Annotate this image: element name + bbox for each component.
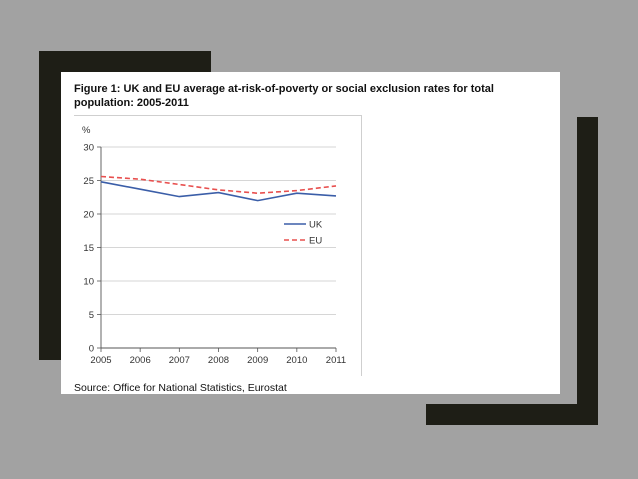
- y-tick-label: 5: [89, 310, 94, 321]
- series-line-eu: [100, 175, 337, 195]
- figure-source: Source: Office for National Statistics, …: [74, 382, 287, 394]
- legend-label-uk: UK: [309, 220, 323, 231]
- frame-bar-top-left-vertical: [39, 51, 61, 360]
- x-tick-label: 2009: [247, 355, 268, 366]
- frame-bar-bottom-right-horizontal: [426, 404, 598, 425]
- x-tick-label: 2007: [169, 355, 190, 366]
- figure-card: Figure 1: UK and EU average at-risk-of-p…: [61, 72, 560, 394]
- x-tick-label: 2010: [286, 355, 307, 366]
- y-tick-label: 30: [83, 143, 94, 154]
- y-tick-label: 20: [83, 210, 94, 221]
- series-line-uk: [100, 181, 337, 202]
- y-axis-label: %: [82, 125, 91, 136]
- x-tick-label: 2005: [90, 355, 111, 366]
- chart-area: 0 5 10 15 20 25 30% 2005 2006 2007 2008 2009 2010 201…: [74, 115, 362, 376]
- y-tick-label: 0: [89, 344, 94, 355]
- y-tick-label: 10: [83, 277, 94, 288]
- x-tick-label: 2008: [208, 355, 229, 366]
- line-chart: 0 5 10 15 20 25 30% 2005 2006 2007 2008 2009 2010 201…: [82, 125, 346, 366]
- x-tick-label: 2011: [326, 355, 346, 366]
- figure-title: Figure 1: UK and EU average at-risk-of-p…: [74, 83, 494, 109]
- y-tick-label: 25: [83, 176, 94, 187]
- y-tick-label: 15: [83, 243, 94, 254]
- frame-bar-top-left-horizontal: [39, 51, 211, 73]
- frame-bar-bottom-right-vertical: [577, 117, 598, 425]
- legend-label-eu: EU: [309, 236, 322, 247]
- x-tick-label: 2006: [130, 355, 151, 366]
